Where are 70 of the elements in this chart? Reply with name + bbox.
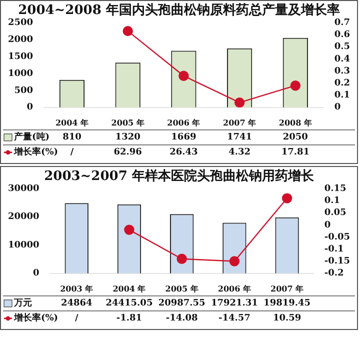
y-tick-label: 1000: [8, 68, 34, 79]
y2-tick-label: 0.1: [324, 196, 340, 206]
y2-tick-label: -0.1: [324, 244, 344, 255]
y2-tick-label: 0.15: [324, 184, 346, 194]
chart-title: 2004~2008 年国内头孢曲松钠原料药总产量及增长率: [18, 2, 340, 18]
data-label: 24864: [60, 298, 92, 309]
data-label: 1320: [115, 132, 140, 143]
y2-tick-label: 0.1: [334, 90, 350, 101]
point: [176, 254, 187, 264]
x-tick-label: 2005 年: [165, 283, 198, 294]
text: -14.57: [218, 314, 250, 324]
data-label: 20987.55: [158, 298, 206, 309]
y-tick-label: 2500: [8, 18, 34, 28]
y2-tick-label: 0.7: [334, 18, 350, 28]
point: [122, 26, 133, 36]
x-tick-label: 2006 年: [218, 283, 251, 294]
x-tick-label: 2007 年: [270, 283, 304, 294]
legend-label: 增长率(%): [13, 146, 58, 158]
y2-tick-label: 0.4: [334, 54, 350, 64]
y-tick-label: 1500: [8, 52, 34, 62]
y-tick-label: 0: [33, 268, 40, 279]
x-tick-label: 2007 年: [223, 117, 256, 128]
text: -14.08: [166, 314, 198, 324]
x-tick-label: 2004 年: [55, 117, 89, 128]
legend-label: 万元: [13, 298, 32, 309]
data-label: 2050: [282, 132, 308, 143]
point: [282, 193, 292, 204]
y2-tick-label: 0.3: [334, 66, 350, 76]
text: 10.59: [272, 314, 302, 324]
x-tick-label: 2008 年: [278, 117, 312, 128]
data-label: 24415.05: [106, 298, 153, 309]
x-tick-label: 2005 年: [111, 117, 144, 128]
y-tick-label: 500: [14, 86, 34, 96]
point: [229, 256, 240, 266]
x-tick-label: 2004 年: [112, 283, 146, 294]
y2-tick-label: 0: [334, 102, 341, 113]
x-tick-label: 2003 年: [60, 283, 94, 294]
legend-label: 产量(吨): [13, 132, 50, 143]
text: -1.81: [116, 314, 142, 324]
data-label: 19819.45: [264, 298, 311, 309]
y2-tick-label: -0.15: [324, 256, 350, 267]
y2-tick-label: 0.2: [334, 78, 350, 89]
text: 26.43: [170, 148, 198, 158]
y-tick-label: 10000: [8, 240, 40, 250]
y-tick-label: 30000: [8, 184, 40, 194]
x-tick-label: 2006 年: [167, 117, 200, 128]
y2-tick-label: 0: [324, 220, 331, 230]
text: 4.32: [228, 148, 251, 158]
y2-tick-label: 0.6: [334, 30, 350, 40]
text: /: [74, 314, 79, 324]
y2-tick-label: 0.05: [324, 208, 346, 218]
data-label: 17921.31: [210, 298, 258, 309]
y2-tick-label: -0.2: [324, 268, 344, 279]
point: [234, 97, 245, 108]
point: [124, 224, 134, 235]
point: [290, 80, 301, 91]
text: 62.96: [114, 148, 142, 158]
text: /: [70, 148, 74, 158]
legend-label: 增长率(%): [13, 312, 58, 324]
y-tick-label: 2000: [8, 34, 34, 45]
data-label: 1669: [171, 132, 196, 143]
y-tick-label: 0: [26, 102, 34, 113]
point: [178, 70, 189, 82]
data-label: 1741: [227, 132, 252, 143]
text: 17.81: [281, 148, 310, 158]
y2-tick-label: -0.05: [324, 232, 350, 242]
y2-tick-label: 0.5: [334, 42, 350, 52]
data-label: 810: [62, 132, 82, 143]
y-tick-label: 20000: [8, 212, 40, 222]
chart-title: 2003~2007 年样本医院头孢曲松钠用药增长: [44, 168, 315, 184]
